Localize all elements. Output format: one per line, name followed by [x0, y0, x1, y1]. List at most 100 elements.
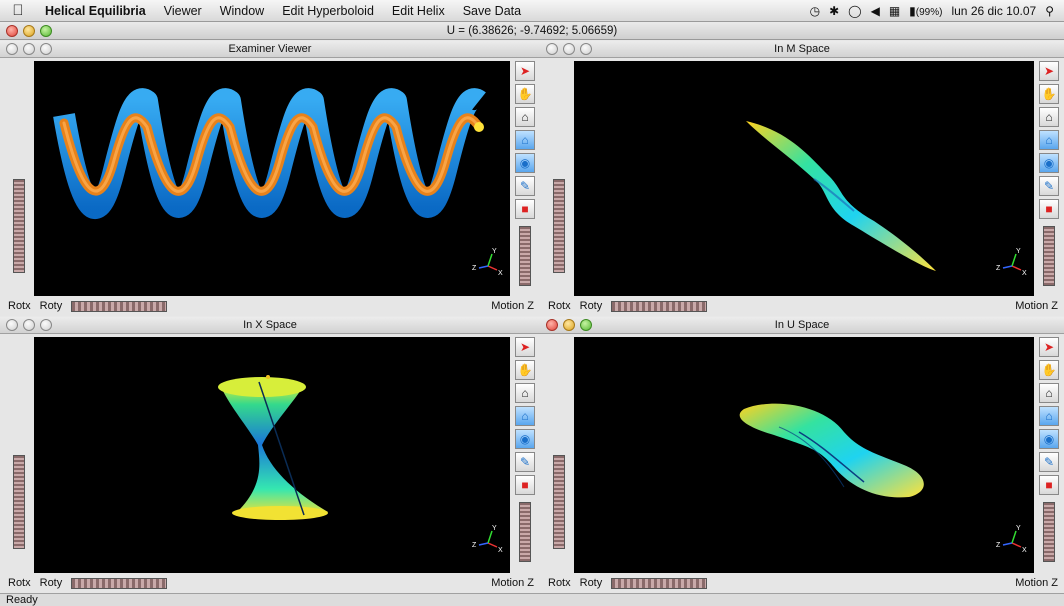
time-machine-icon[interactable]: ◷ — [809, 3, 821, 18]
panel-zoom-button[interactable] — [580, 43, 592, 55]
menu-viewer[interactable]: Viewer — [163, 3, 202, 18]
3d-viewport[interactable]: X Y Z — [574, 61, 1034, 296]
roty-thumbwheel[interactable] — [611, 577, 708, 589]
motion-z-label: Motion Z — [1015, 577, 1058, 589]
select-arrow-icon[interactable]: ➤ — [1039, 337, 1059, 357]
select-arrow-icon[interactable]: ➤ — [1039, 61, 1059, 81]
pan-hand-icon[interactable]: ✋ — [1039, 84, 1059, 104]
dolly-thumbwheel[interactable] — [519, 226, 531, 286]
panel-close-button[interactable] — [6, 319, 18, 331]
panel-zoom-button[interactable] — [40, 319, 52, 331]
projection-icon[interactable]: ■ — [1039, 199, 1059, 219]
projection-icon[interactable]: ■ — [515, 199, 535, 219]
panel-zoom-button[interactable] — [580, 319, 592, 331]
wifi-icon[interactable]: ◯ — [848, 3, 862, 18]
window-title: U = (6.38626; -9.74692; 5.06659) — [446, 24, 618, 37]
dolly-thumbwheel[interactable] — [1043, 502, 1055, 562]
rotx-thumbwheel[interactable] — [13, 179, 25, 273]
viewer-toolbar: ➤ ✋ ⌂ ⌂ ◉ ✎ ■ — [1038, 61, 1060, 286]
panel-close-button[interactable] — [6, 43, 18, 55]
battery-icon[interactable]: ▮(99%) — [909, 3, 943, 18]
home-icon[interactable]: ⌂ — [515, 383, 535, 403]
seek-icon[interactable]: ✎ — [1039, 452, 1059, 472]
roty-thumbwheel[interactable] — [611, 300, 708, 312]
axis-triad: X Y Z — [996, 525, 1027, 554]
menu-save-data[interactable]: Save Data — [462, 3, 522, 18]
seek-icon[interactable]: ✎ — [1039, 176, 1059, 196]
panel-zoom-button[interactable] — [40, 43, 52, 55]
set-home-icon[interactable]: ⌂ — [1039, 406, 1059, 426]
select-arrow-icon[interactable]: ➤ — [515, 61, 535, 81]
home-icon[interactable]: ⌂ — [1039, 383, 1059, 403]
svg-text:X: X — [498, 270, 503, 277]
panel-minimize-button[interactable] — [563, 319, 575, 331]
window-controls — [6, 25, 52, 37]
svg-text:Z: Z — [472, 265, 477, 272]
roty-label: Roty — [579, 577, 603, 589]
panel-minimize-button[interactable] — [23, 43, 35, 55]
set-home-icon[interactable]: ⌂ — [515, 130, 535, 150]
svg-text:Y: Y — [1016, 525, 1021, 532]
pan-hand-icon[interactable]: ✋ — [1039, 360, 1059, 380]
set-home-icon[interactable]: ⌂ — [1039, 130, 1059, 150]
pan-hand-icon[interactable]: ✋ — [515, 84, 535, 104]
roty-thumbwheel[interactable] — [71, 300, 168, 312]
viewer-toolbar: ➤ ✋ ⌂ ⌂ ◉ ✎ ■ — [1038, 337, 1060, 562]
home-icon[interactable]: ⌂ — [515, 107, 535, 127]
seek-icon[interactable]: ✎ — [515, 176, 535, 196]
view-all-icon[interactable]: ◉ — [1039, 153, 1059, 173]
seek-icon[interactable]: ✎ — [515, 452, 535, 472]
zoom-button[interactable] — [40, 25, 52, 37]
menu-edit-hyperboloid[interactable]: Edit Hyperboloid — [282, 3, 374, 18]
projection-icon[interactable]: ■ — [515, 475, 535, 495]
rotx-label: Rotx — [8, 300, 31, 312]
3d-viewport[interactable]: X Y Z — [34, 337, 510, 573]
view-all-icon[interactable]: ◉ — [515, 153, 535, 173]
view-all-icon[interactable]: ◉ — [1039, 429, 1059, 449]
axis-triad: X Y Z — [996, 248, 1027, 277]
menu-window[interactable]: Window — [219, 3, 265, 18]
panel-close-button[interactable] — [546, 319, 558, 331]
magnifier-icon[interactable]: ⚲ — [1045, 3, 1054, 18]
select-arrow-icon[interactable]: ➤ — [515, 337, 535, 357]
panel-minimize-button[interactable] — [563, 43, 575, 55]
menu-edit-helix[interactable]: Edit Helix — [391, 3, 445, 18]
viewer-panel: In U Space X Y Z ➤ ✋ ⌂ ⌂ ◉ ✎ ■ Rotx Roty Motio… — [540, 317, 1064, 593]
rotx-thumbwheel[interactable] — [553, 455, 565, 549]
menu-helical-equilibria[interactable]: Helical Equilibria — [45, 3, 146, 18]
rotx-thumbwheel[interactable] — [13, 455, 25, 549]
3d-viewport[interactable]: X Y Z — [574, 337, 1034, 573]
view-all-icon[interactable]: ◉ — [515, 429, 535, 449]
panel-titlebar: In U Space — [540, 317, 1064, 334]
panel-minimize-button[interactable] — [23, 319, 35, 331]
bluetooth-icon[interactable]: ✱ — [829, 3, 840, 18]
dolly-thumbwheel[interactable] — [519, 502, 531, 562]
volume-icon[interactable]: ◀ — [870, 3, 880, 18]
viewer-toolbar: ➤ ✋ ⌂ ⌂ ◉ ✎ ■ — [514, 61, 536, 286]
svg-text:X: X — [498, 547, 503, 554]
panel-close-button[interactable] — [546, 43, 558, 55]
rotx-thumbwheel[interactable] — [553, 179, 565, 273]
roty-thumbwheel[interactable] — [71, 577, 168, 589]
motion-z-label: Motion Z — [1015, 300, 1058, 312]
dolly-thumbwheel[interactable] — [1043, 226, 1055, 286]
viewer-panel: In M Space X Y Z ➤ ✋ ⌂ ⌂ ◉ ✎ ■ Rotx Roty Motio… — [540, 41, 1064, 316]
apple-logo-icon[interactable]:  — [0, 2, 36, 19]
projection-icon[interactable]: ■ — [1039, 475, 1059, 495]
minimize-button[interactable] — [23, 25, 35, 37]
panel-window-controls — [546, 319, 592, 331]
set-home-icon[interactable]: ⌂ — [515, 406, 535, 426]
rotx-label: Rotx — [548, 300, 571, 312]
panel-titlebar: In M Space — [540, 41, 1064, 58]
viewer-bottom-bar: Rotx Roty Motion Z — [0, 574, 540, 592]
keyboard-icon[interactable]: ▦ — [888, 3, 901, 18]
pan-hand-icon[interactable]: ✋ — [515, 360, 535, 380]
viewer-bottom-bar: Rotx Roty Motion Z — [540, 574, 1064, 592]
panel-titlebar: Examiner Viewer — [0, 41, 540, 58]
roty-label: Roty — [39, 577, 63, 589]
close-button[interactable] — [6, 25, 18, 37]
clock[interactable]: lun 26 dic 10.07 — [951, 3, 1037, 18]
panel-title: Examiner Viewer — [228, 43, 312, 55]
home-icon[interactable]: ⌂ — [1039, 107, 1059, 127]
3d-viewport[interactable]: X Y Z — [34, 61, 510, 296]
